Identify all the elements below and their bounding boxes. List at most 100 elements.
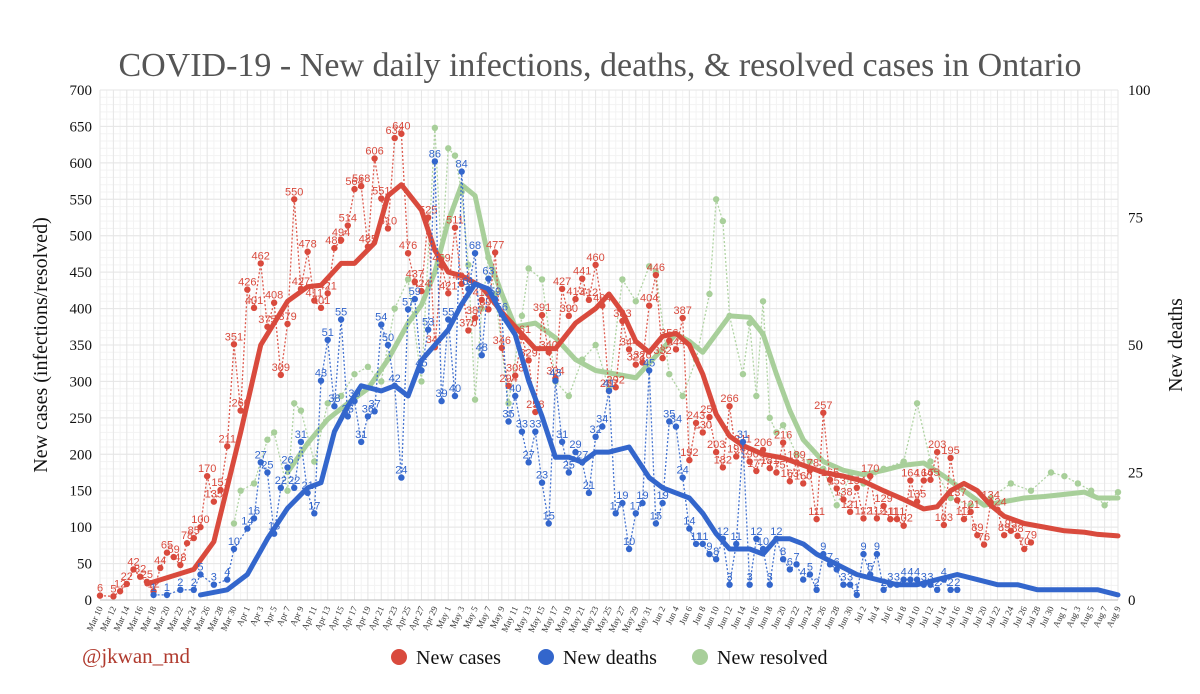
resolved-point — [505, 400, 512, 407]
y-tick-right: 25 — [1128, 466, 1143, 482]
cases-data-label: 32 — [134, 564, 146, 576]
cases-point — [773, 469, 780, 476]
cases-point — [800, 480, 807, 487]
resolved-point — [431, 124, 439, 132]
resolved-point — [478, 305, 485, 312]
resolved-point — [230, 520, 238, 527]
cases-data-label: 460 — [586, 252, 604, 264]
deaths-data-label: 10 — [757, 536, 769, 548]
deaths-point — [404, 306, 412, 313]
deaths-data-label: 14 — [683, 516, 695, 528]
cases-point — [853, 484, 861, 491]
cases-data-label: 102 — [895, 513, 913, 525]
deaths-point — [532, 428, 539, 435]
deaths-point — [645, 367, 653, 374]
cases-data-label: 243 — [687, 410, 705, 422]
y-tick-right: 75 — [1128, 211, 1143, 227]
cases-point — [947, 454, 954, 462]
cases-point — [927, 476, 934, 483]
cases-point — [404, 250, 412, 257]
cases-point — [311, 297, 318, 304]
cases-data-label: 309 — [272, 362, 290, 374]
cases-point — [257, 260, 264, 267]
resolved-point — [404, 276, 412, 283]
deaths-point — [612, 510, 619, 517]
cases-data-label: 76 — [978, 532, 990, 544]
deaths-data-label: 53 — [422, 317, 434, 329]
cases-point — [712, 448, 720, 456]
deaths-point — [840, 581, 847, 588]
cases-point — [471, 314, 479, 322]
resolved-point — [418, 378, 425, 385]
cases-point — [893, 515, 901, 523]
resolved-point — [987, 494, 994, 502]
cases-data-label: 514 — [339, 213, 357, 225]
axes: 0501001502002503003504004505005506006507… — [70, 83, 1151, 634]
cases-point — [980, 541, 988, 548]
deaths-point — [913, 576, 921, 583]
deaths-data-label: 35 — [502, 409, 514, 421]
resolved-point — [391, 305, 398, 312]
resolved-point — [779, 421, 787, 429]
cases-data-label: 478 — [298, 239, 316, 251]
deaths-data-label: 40 — [509, 383, 521, 395]
cases-point — [465, 327, 472, 334]
deaths-data-label: 7 — [827, 551, 833, 563]
deaths-data-label: 55 — [442, 307, 454, 319]
cases-data-label: 568 — [352, 173, 370, 185]
deaths-point — [277, 484, 285, 491]
deaths-point — [907, 576, 914, 583]
cases-point — [719, 464, 727, 471]
resolved-point — [759, 298, 767, 305]
deaths-data-label: 11 — [731, 531, 742, 543]
deaths-data-label: 19 — [616, 490, 628, 502]
deaths-data-label: 2 — [191, 577, 197, 589]
resolved-point — [927, 458, 934, 465]
cases-data-label: 70 — [1018, 536, 1030, 548]
resolved-point — [237, 487, 244, 494]
deaths-series: 1 1 2 253 4101416272513222622312117435138553… — [150, 148, 1121, 599]
cases-point — [130, 566, 137, 573]
cases-data-label: 182 — [714, 454, 732, 466]
deaths-point — [853, 591, 861, 599]
cases-data-label: 111 — [956, 506, 973, 518]
cases-point — [237, 407, 244, 414]
cases-data-label: 164 — [915, 468, 933, 480]
deaths-point — [337, 316, 345, 323]
resolved-point — [337, 392, 345, 400]
resolved-point — [1074, 480, 1082, 487]
cases-point — [873, 515, 881, 522]
cases-data-label: 65 — [161, 540, 173, 552]
resolved-point — [324, 400, 331, 407]
cases-point — [846, 508, 854, 516]
deaths-point — [297, 438, 305, 446]
resolved-point — [913, 400, 921, 407]
cases-data-label: 346 — [493, 335, 511, 347]
cases-data-label: 437 — [406, 269, 424, 281]
deaths-point — [471, 250, 479, 257]
cases-data-label: 153 — [828, 476, 846, 488]
deaths-point — [860, 550, 867, 558]
cases-point — [1027, 539, 1035, 546]
deaths-data-label: 57 — [402, 296, 414, 308]
cases-data-label: 6 — [97, 583, 103, 595]
deaths-data-label: 4 — [224, 567, 230, 579]
cases-data-label: 426 — [238, 277, 256, 289]
cases-point — [378, 195, 385, 202]
deaths-data-label: 9 — [706, 541, 712, 553]
deaths-data-label: 19 — [656, 490, 668, 502]
y-tick-left: 650 — [70, 119, 93, 135]
deaths-average-line — [197, 281, 1121, 598]
deaths-data-label: 12 — [750, 526, 762, 538]
deaths-point — [639, 499, 646, 507]
resolved-point — [538, 276, 546, 283]
resolved-point — [1114, 488, 1122, 496]
cases-data-label: 103 — [935, 512, 953, 524]
deaths-point — [512, 392, 519, 400]
cases-data-label: 89 — [971, 522, 983, 534]
cases-data-label: 89 — [998, 522, 1010, 534]
deaths-data-label: 2 — [948, 577, 954, 589]
cases-data-label: 511 — [446, 215, 464, 227]
deaths-data-label: 6 — [787, 556, 793, 568]
cases-point — [478, 296, 485, 304]
